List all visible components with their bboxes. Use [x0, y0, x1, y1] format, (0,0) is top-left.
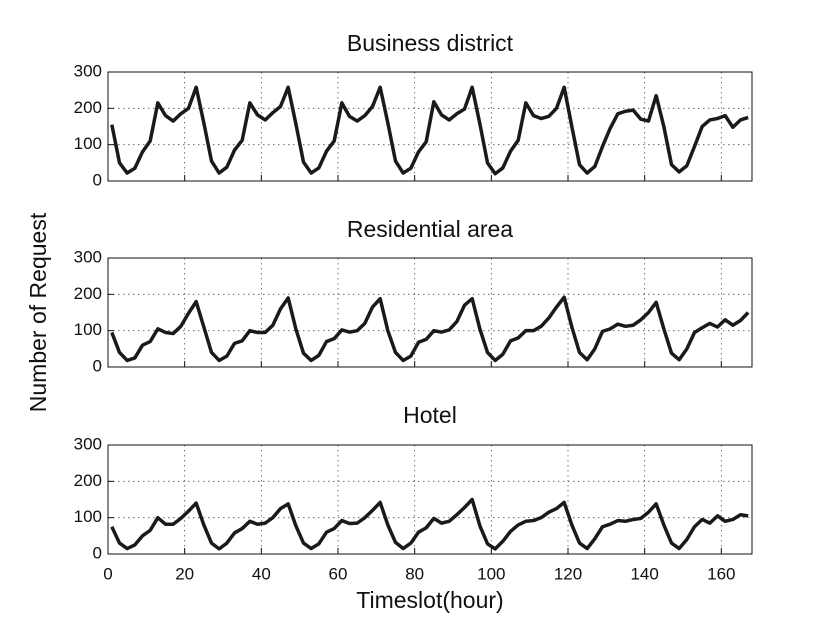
- x-tick-label: 120: [554, 564, 582, 583]
- x-tick-label: 100: [477, 564, 505, 583]
- x-tick-label: 80: [405, 564, 424, 583]
- y-axis-label: Number of Request: [25, 212, 51, 412]
- y-tick-label: 200: [74, 471, 102, 490]
- y-tick-label: 300: [74, 434, 102, 453]
- y-tick-label: 300: [74, 61, 102, 80]
- y-tick-label: 0: [93, 543, 102, 562]
- plot-frame: [107, 444, 753, 555]
- data-line: [110, 295, 750, 363]
- x-tick-label: 0: [103, 564, 112, 583]
- x-tick-label: 60: [329, 564, 348, 583]
- x-axis-label: Timeslot(hour): [356, 587, 503, 613]
- plot-frame: [107, 257, 753, 368]
- plot-frame: [107, 71, 753, 182]
- y-tick-label: 100: [74, 134, 102, 153]
- y-tick-label: 100: [74, 507, 102, 526]
- data-line: [110, 85, 749, 176]
- x-tick-label: 20: [175, 564, 194, 583]
- y-tick-label: 200: [74, 284, 102, 303]
- panel-title: Residential area: [347, 216, 513, 242]
- panel-title: Hotel: [403, 402, 457, 428]
- y-tick-label: 200: [74, 98, 102, 117]
- y-tick-label: 0: [93, 356, 102, 375]
- panel-title: Business district: [347, 30, 514, 56]
- y-tick-label: 0: [93, 170, 102, 189]
- x-tick-label: 160: [707, 564, 735, 583]
- x-tick-label: 140: [630, 564, 658, 583]
- data-line: [110, 497, 749, 551]
- y-tick-label: 100: [74, 320, 102, 339]
- y-tick-label: 300: [74, 247, 102, 266]
- x-tick-label: 40: [252, 564, 271, 583]
